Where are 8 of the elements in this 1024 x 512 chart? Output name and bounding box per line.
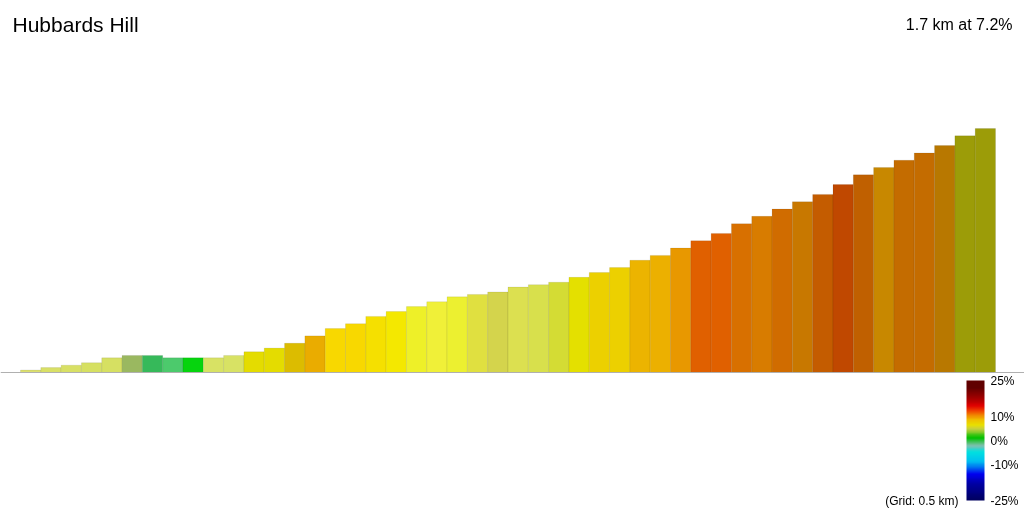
color-bar-label: -25% [990, 493, 1019, 508]
color-bar-label: 25% [990, 373, 1015, 388]
chart-subtitle: 1.7 km at 7.2% [905, 16, 1013, 33]
color-bar-label: 0% [990, 433, 1009, 448]
chart-title: Hubbards Hill [12, 13, 139, 36]
color-bar-label: -10% [990, 457, 1019, 472]
color-bar-label: 10% [990, 409, 1015, 424]
text: (Grid: 0.5 km) [885, 493, 959, 508]
